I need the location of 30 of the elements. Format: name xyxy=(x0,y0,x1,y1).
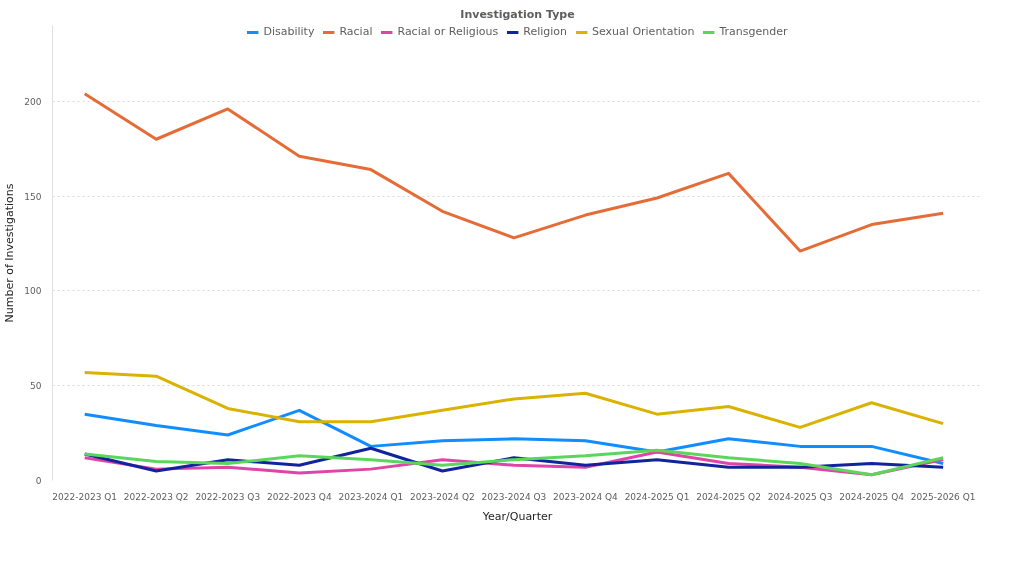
y-tick-label: 100 xyxy=(24,286,42,297)
x-tick-label: 2024-2025 Q1 xyxy=(624,491,690,502)
y-tick-label: 0 xyxy=(35,476,42,486)
legend-label: Racial or Religious xyxy=(397,25,499,38)
x-tick-label: 2023-2024 Q3 xyxy=(481,491,547,502)
x-tick-label: 2024-2025 Q2 xyxy=(696,491,761,502)
legend-label: Transgender xyxy=(719,25,788,38)
x-tick-label: 2022-2023 Q1 xyxy=(52,491,118,502)
x-tick-label: 2025-2026 Q1 xyxy=(910,491,976,502)
y-tick-label: 150 xyxy=(24,191,42,202)
line-series xyxy=(83,370,945,429)
y-tick-label: 50 xyxy=(30,381,42,392)
legend-label: Disability xyxy=(263,25,315,38)
x-tick-label: 2022-2023 Q3 xyxy=(195,491,261,502)
x-tick-label: 2022-2023 Q2 xyxy=(123,491,189,502)
x-tick-label: 2023-2024 Q4 xyxy=(553,491,619,502)
x-tick-label: 2024-2025 Q4 xyxy=(839,491,905,502)
line-series xyxy=(83,408,945,465)
x-tick-label: 2023-2024 Q1 xyxy=(338,491,404,502)
y-tick-label: 200 xyxy=(24,96,42,107)
x-tick-label: 2024-2025 Q3 xyxy=(767,491,833,502)
x-axis-title: Year/Quarter xyxy=(481,509,553,523)
y-axis-title: Number of Investigations xyxy=(3,183,17,323)
legend-label: Religion xyxy=(523,25,568,38)
legend-label: Racial xyxy=(339,25,373,38)
x-tick-label: 2022-2023 Q4 xyxy=(266,491,332,502)
line-series xyxy=(83,92,945,253)
legend-title: Investigation Type xyxy=(460,7,575,21)
x-tick-label: 2023-2024 Q2 xyxy=(410,491,475,502)
legend-label: Sexual Orientation xyxy=(592,25,695,38)
